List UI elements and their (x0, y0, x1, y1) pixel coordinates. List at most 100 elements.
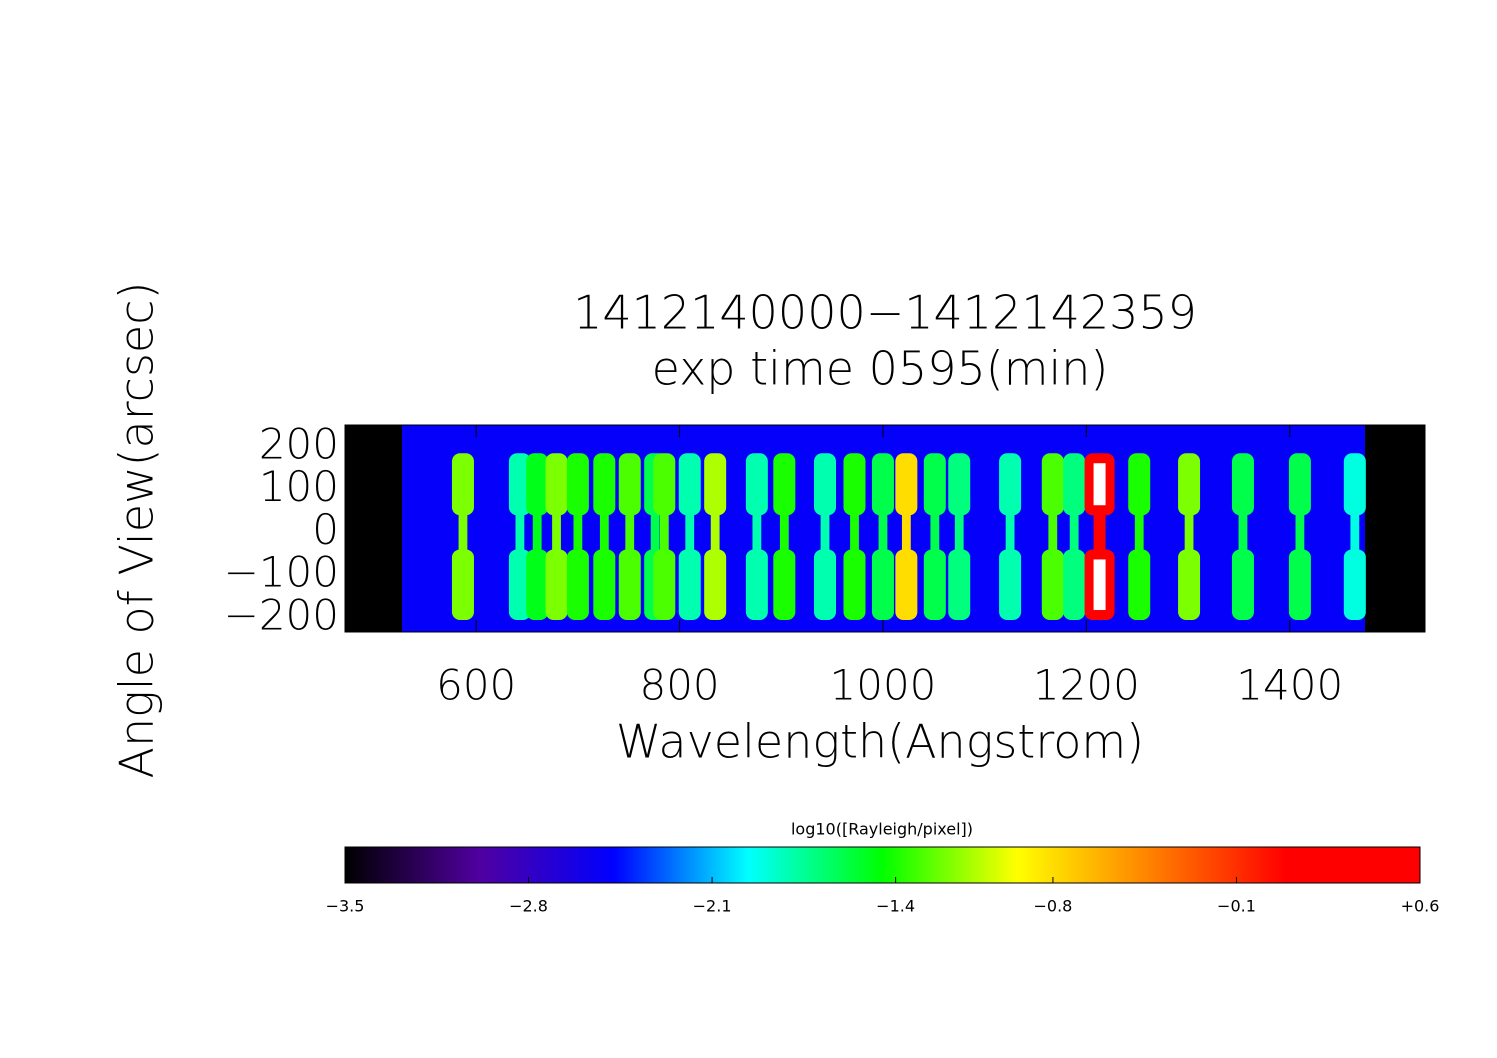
colorbar-tick-label: −2.1 (693, 897, 732, 916)
line-top (871, 453, 894, 516)
line-neck (1134, 511, 1144, 554)
line-top (1063, 453, 1086, 516)
line-bottom (618, 549, 641, 621)
line-neck (710, 511, 720, 554)
line-bottom (653, 549, 676, 621)
line-bottom (526, 549, 549, 621)
colorbar-tick-label: −2.8 (509, 897, 548, 916)
line-neck (1069, 511, 1079, 554)
line-bottom (1063, 549, 1086, 621)
line-bottom (843, 549, 866, 621)
line-bottom (773, 549, 796, 621)
colorbar-label: log10([Rayleigh/pixel]) (791, 820, 973, 839)
line-bottom (508, 549, 531, 621)
emission-line (451, 453, 474, 621)
x-tick-label: 1000 (830, 661, 937, 710)
emission-line (1084, 453, 1115, 621)
emission-line (1343, 453, 1366, 621)
line-top (451, 453, 474, 516)
emission-line (545, 453, 568, 621)
line-bottom (999, 549, 1022, 621)
colorbar-tick-label: +0.6 (1401, 897, 1440, 916)
line-top (923, 453, 946, 516)
x-tick-label: 600 (436, 661, 516, 710)
y-tick-label: −200 (224, 590, 339, 639)
line-neck (515, 511, 525, 554)
line-top (773, 453, 796, 516)
line-core (1093, 559, 1106, 611)
line-top (618, 453, 641, 516)
y-tick-label: −100 (224, 548, 339, 597)
line-top (678, 453, 701, 516)
line-top (1178, 453, 1201, 516)
line-top (593, 453, 616, 516)
emission-line (773, 453, 796, 621)
line-neck (1350, 511, 1360, 554)
line-neck (1048, 511, 1058, 554)
line-neck (458, 511, 468, 554)
emission-line (871, 453, 894, 621)
emission-line (895, 453, 918, 621)
line-neck (1005, 511, 1015, 554)
line-top (1343, 453, 1366, 516)
line-top (653, 453, 676, 516)
line-top (895, 453, 918, 516)
line-top (999, 453, 1022, 516)
line-bottom (1231, 549, 1254, 621)
line-neck (1295, 511, 1305, 554)
emission-line (618, 453, 641, 621)
line-neck (552, 511, 561, 554)
emission-line (923, 453, 946, 621)
emission-line (508, 453, 531, 621)
colorbar-tick-label: −3.5 (326, 897, 365, 916)
emission-line (704, 453, 727, 621)
line-bottom (545, 549, 568, 621)
y-tick-label: 100 (259, 462, 339, 511)
chart-subtitle: exp time 0595(min) (652, 342, 1109, 396)
line-top (948, 453, 971, 516)
line-neck (1093, 511, 1106, 554)
line-top (1288, 453, 1311, 516)
line-bottom (895, 549, 918, 621)
y-tick-label: 200 (259, 419, 339, 468)
line-neck (685, 511, 695, 554)
line-neck (659, 511, 669, 554)
emission-line (1178, 453, 1201, 621)
line-bottom (1288, 549, 1311, 621)
line-bottom (593, 549, 616, 621)
emission-line (843, 453, 866, 621)
line-neck (1184, 511, 1194, 554)
colorbar-tick-label: −0.8 (1033, 897, 1072, 916)
line-bottom (1178, 549, 1201, 621)
x-tick-label: 800 (639, 661, 719, 710)
line-bottom (745, 549, 768, 621)
line-bottom (1041, 549, 1064, 621)
line-neck (650, 511, 660, 554)
line-neck (930, 511, 940, 554)
line-bottom (704, 549, 727, 621)
emission-line (593, 453, 616, 621)
x-tick-label: 1200 (1033, 661, 1140, 710)
emission-line (1231, 453, 1254, 621)
emission-line (526, 453, 549, 621)
x-axis-label: Wavelength(Angstrom) (616, 715, 1144, 769)
line-bottom (948, 549, 971, 621)
emission-line (948, 453, 971, 621)
line-top (814, 453, 836, 516)
line-neck (779, 511, 789, 554)
line-neck (820, 511, 830, 554)
line-neck (532, 511, 542, 554)
y-axis-label: Angle of View(arcsec) (110, 282, 164, 779)
line-top (566, 453, 589, 516)
line-bottom (923, 549, 946, 621)
line-top (1231, 453, 1254, 516)
line-neck (1238, 511, 1248, 554)
emission-line (566, 453, 589, 621)
line-top (508, 453, 531, 516)
line-bottom (814, 549, 836, 621)
line-bottom (1128, 549, 1151, 621)
line-neck (954, 511, 964, 554)
line-bottom (1343, 549, 1366, 621)
colorbar-tick-label: −0.1 (1217, 897, 1256, 916)
